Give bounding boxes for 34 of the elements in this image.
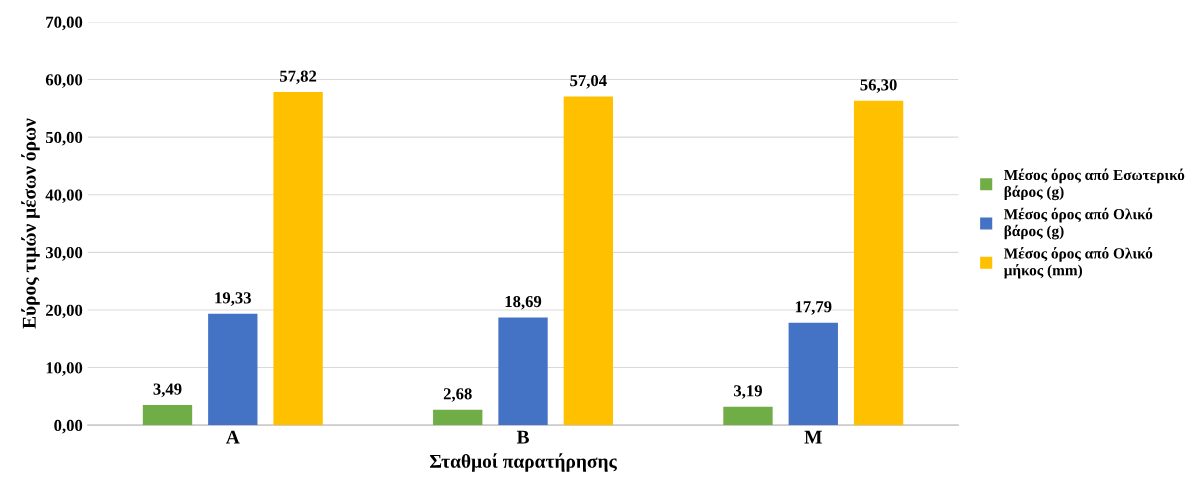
y-tick-label: 20,00 <box>46 304 83 319</box>
y-tick-label: 50,00 <box>45 131 83 146</box>
x-tick-label: M <box>804 430 822 444</box>
bar <box>433 409 483 426</box>
x-tick-label: B <box>516 430 529 444</box>
y-tick-label: 10,00 <box>46 362 83 376</box>
x-tick-label: A <box>225 430 240 444</box>
y-tick-label: 60,00 <box>45 74 83 88</box>
data-label: 57,04 <box>570 74 607 89</box>
y-tick-label: 40,00 <box>45 189 83 204</box>
data-label: 3,49 <box>153 383 182 398</box>
y-tick-label: 30,00 <box>45 247 83 261</box>
data-label: 19,33 <box>215 292 251 306</box>
y-axis-title: Εύρος τιμών μέσων όρων <box>21 118 40 329</box>
y-tick-label: 0,00 <box>54 419 83 434</box>
bar <box>273 92 323 426</box>
legend-label: Μέσος όρος από Εσωτερικό βάρος (g) <box>1004 168 1185 201</box>
bar <box>788 322 838 426</box>
legend-label: Μέσος όρος από Ολικό μήκος (mm) <box>1003 247 1153 279</box>
data-label: 3,19 <box>734 385 762 399</box>
bar <box>563 96 614 426</box>
legend-label: Μέσος όρος από Ολικό βάρος (g) <box>1004 207 1153 240</box>
data-label: 18,69 <box>505 295 542 310</box>
data-label: 17,79 <box>795 301 832 315</box>
bar <box>723 406 773 426</box>
bar <box>498 317 548 426</box>
data-label: 56,30 <box>860 79 897 93</box>
data-label: 2,68 <box>443 388 472 402</box>
bar <box>142 405 193 426</box>
data-label: 57,82 <box>280 70 317 85</box>
bar <box>853 100 904 426</box>
bar <box>208 313 258 426</box>
y-tick-label: 70,00 <box>46 16 83 31</box>
x-axis-title: Σταθμοί παρατήρησης <box>429 453 617 472</box>
